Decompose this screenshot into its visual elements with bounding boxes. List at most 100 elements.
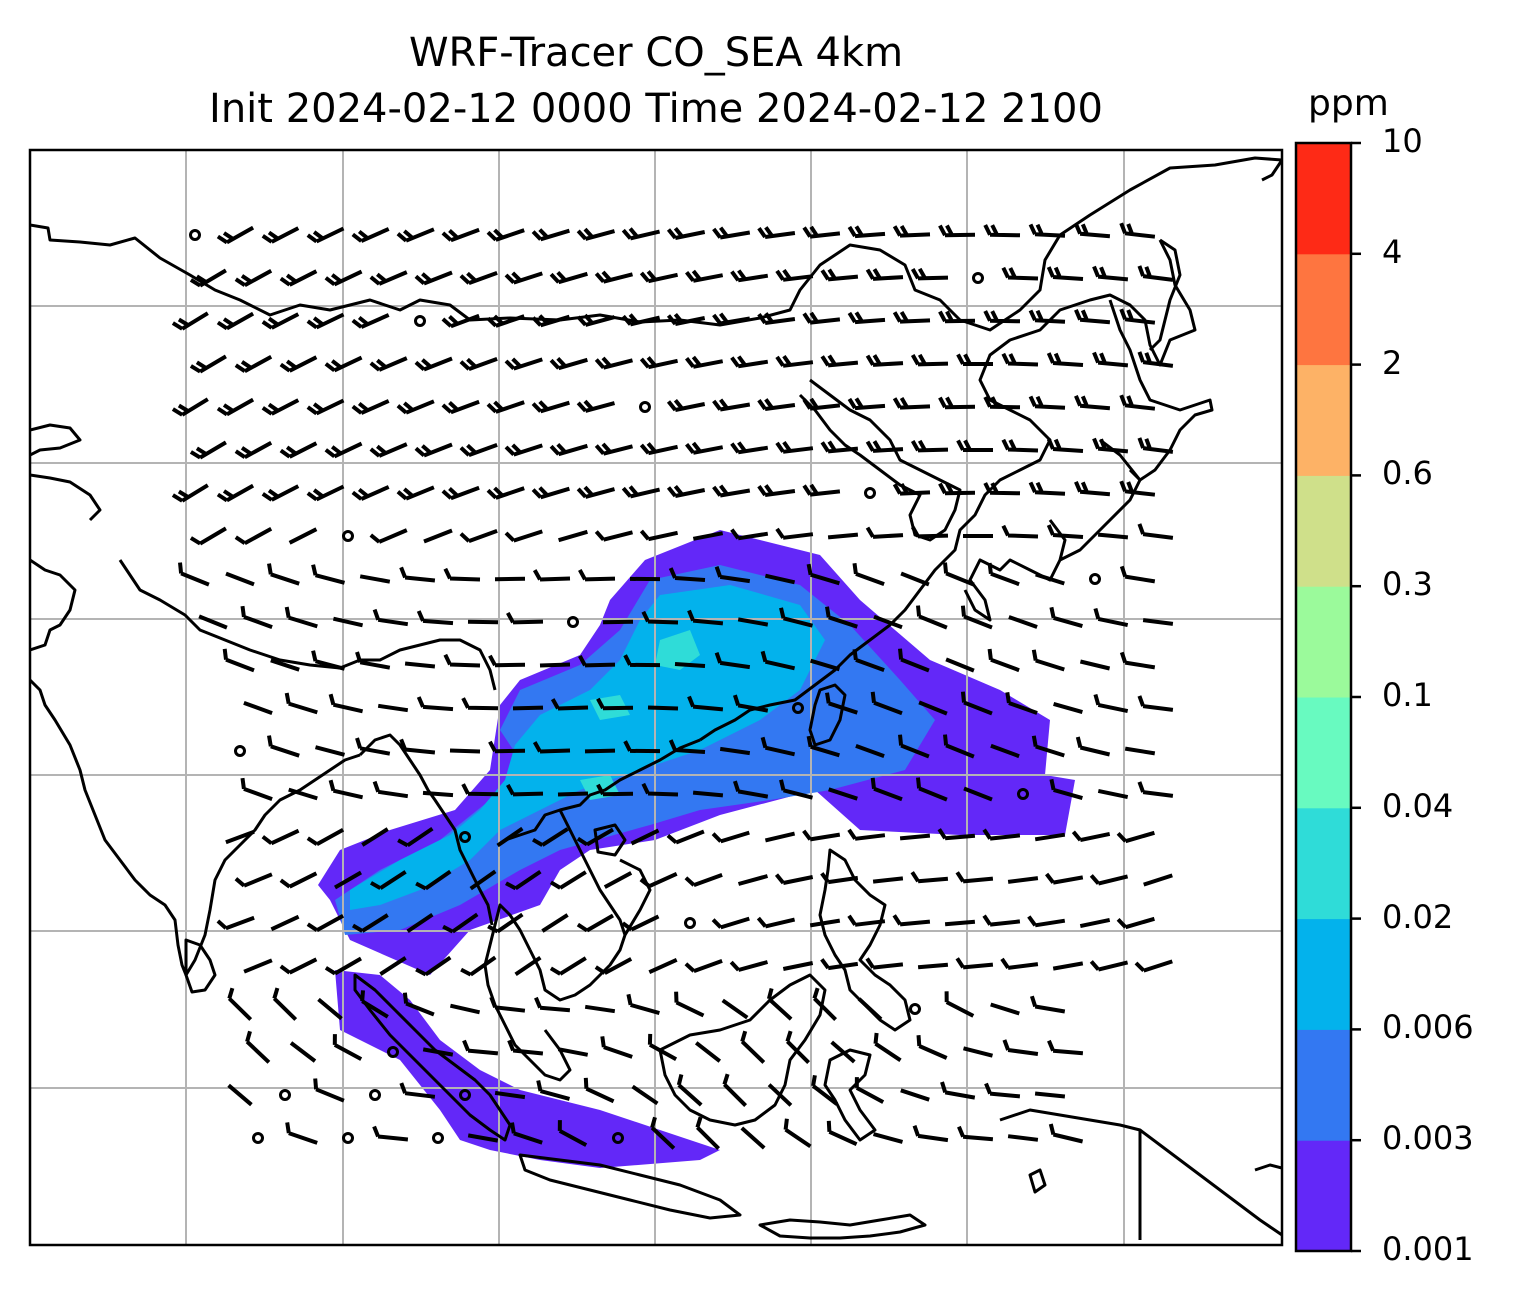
wind-barb	[506, 611, 544, 625]
wind-barb	[311, 650, 346, 671]
calm-marker	[414, 315, 426, 327]
wind-barb	[510, 1122, 543, 1145]
wind-barb	[189, 268, 227, 288]
calm-marker	[459, 1089, 471, 1101]
colorbar-unit: ppm	[1308, 83, 1389, 124]
wind-barb	[666, 312, 706, 326]
wind-barb	[828, 787, 858, 801]
coast-java	[518, 1153, 742, 1220]
wind-barb	[674, 991, 705, 1018]
wind-barb	[313, 1078, 345, 1103]
calm-marker	[342, 530, 354, 542]
wind-barb	[504, 357, 543, 371]
wind-barb	[1092, 437, 1129, 454]
wind-barb	[957, 1125, 994, 1142]
wind-barb	[416, 610, 454, 626]
wind-barb	[730, 355, 769, 369]
colorbar-segment	[1296, 697, 1351, 809]
wind-barb	[285, 1122, 318, 1145]
wind-barb	[956, 439, 993, 452]
wind-barb	[872, 876, 904, 884]
wind-barb	[955, 871, 994, 884]
wind-barbs	[171, 222, 1174, 1151]
wind-barb	[892, 310, 931, 324]
wind-barb	[584, 748, 616, 754]
wind-barb	[594, 957, 633, 975]
wind-barb	[459, 443, 498, 457]
calm-marker	[567, 616, 579, 628]
wind-barb	[469, 869, 497, 891]
wind-barb	[1075, 736, 1111, 757]
wind-barb	[583, 1077, 615, 1104]
wind-barb	[1045, 872, 1084, 885]
wind-barb	[916, 777, 948, 802]
wind-barb	[1089, 960, 1129, 972]
wind-barb	[284, 606, 318, 629]
wind-barb	[865, 354, 904, 367]
wind-barb	[397, 826, 434, 848]
wind-barb	[730, 528, 769, 541]
coast-new-guinea	[999, 1108, 1282, 1240]
wind-barb	[1119, 565, 1156, 584]
wind-barb	[1047, 1039, 1084, 1056]
wind-barb	[317, 997, 343, 1021]
wind-barb	[870, 691, 903, 716]
colorbar-tick-label: 2	[1382, 343, 1403, 382]
wind-barb	[937, 828, 976, 841]
wind-barb	[910, 439, 949, 453]
wind-barb	[870, 777, 903, 802]
wind-barb	[732, 780, 769, 799]
wind-barb	[1124, 746, 1156, 756]
wind-barb	[531, 228, 570, 242]
wind-barb	[1053, 701, 1083, 715]
wind-barb	[729, 960, 769, 972]
wind-barb	[557, 1120, 588, 1147]
colorbar-tick-label: 4	[1382, 232, 1403, 271]
wind-barb	[963, 786, 993, 802]
wind-barb	[324, 441, 363, 459]
wind-barb	[443, 567, 481, 582]
wind-barb	[852, 562, 885, 586]
wind-barb	[774, 873, 814, 885]
wind-barb	[943, 562, 975, 587]
calm-marker	[864, 487, 876, 499]
wind-barb	[809, 918, 841, 928]
calm-marker	[972, 272, 984, 284]
wind-barb	[359, 574, 391, 584]
wind-barb	[532, 569, 571, 582]
coast-sumatra	[353, 973, 512, 1142]
wind-barb	[1137, 265, 1174, 282]
wind-barb	[216, 397, 255, 417]
wind-barb	[712, 226, 751, 240]
wind-barb	[666, 226, 706, 240]
wind-barb	[641, 610, 679, 625]
wind-barb	[324, 956, 362, 976]
colorbar-tick-label: 0.6	[1382, 454, 1433, 493]
wind-barb	[960, 691, 993, 716]
wind-barb	[600, 1036, 633, 1059]
wind-barb	[225, 829, 255, 845]
wind-barb	[714, 566, 751, 584]
wind-barb	[825, 606, 858, 629]
colorbar-tick-label: 0.1	[1382, 676, 1433, 714]
wind-barb	[594, 270, 633, 284]
wind-barb	[414, 270, 453, 286]
wind-barb	[531, 400, 570, 414]
wind-barb	[245, 1030, 271, 1064]
wind-barb	[505, 869, 542, 891]
wind-barb	[243, 701, 273, 715]
wind-barb	[639, 442, 679, 456]
wind-barb	[626, 993, 660, 1016]
wind-barb	[692, 531, 724, 541]
wind-barb	[854, 1077, 885, 1104]
wind-barb	[766, 987, 793, 1021]
coast-sri-lanka	[184, 938, 217, 994]
wind-barb	[694, 1041, 722, 1063]
wind-barb	[1052, 961, 1084, 971]
wind-barb	[372, 780, 409, 799]
wind-barb	[865, 957, 904, 970]
colorbar-ticks	[1351, 141, 1361, 1253]
wind-barb	[369, 528, 408, 544]
wind-barb	[216, 311, 255, 331]
wind-barb	[944, 991, 975, 1018]
